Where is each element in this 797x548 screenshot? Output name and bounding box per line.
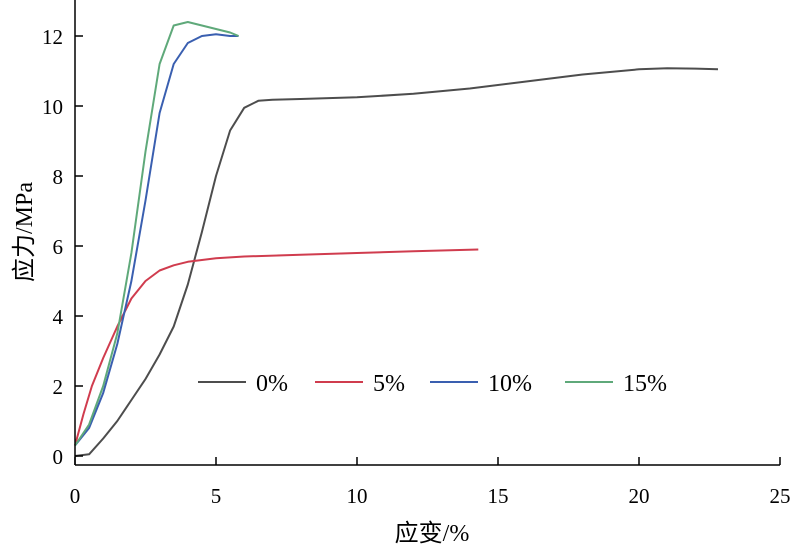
y-tick-label: 2 <box>53 375 64 399</box>
y-ticks: 0 2 4 6 8 10 12 <box>42 25 83 469</box>
y-tick-label: 4 <box>53 305 64 329</box>
y-tick-label: 12 <box>42 25 63 49</box>
legend: 0% 5% 10% 15% <box>198 371 667 397</box>
series-line-10pct <box>74 33 239 447</box>
x-tick-label: 10 <box>347 484 368 508</box>
plot-lines <box>74 21 719 457</box>
series-line-5pct <box>74 248 479 446</box>
series-line-15pct <box>74 21 239 447</box>
legend-label: 5% <box>373 371 405 397</box>
y-tick-label: 8 <box>53 165 64 189</box>
x-tick-label: 15 <box>488 484 509 508</box>
x-tick-label: 5 <box>211 484 222 508</box>
y-tick-label: 10 <box>42 95 63 119</box>
legend-label: 0% <box>256 371 288 397</box>
x-ticks: 0 5 10 15 20 25 <box>70 457 791 508</box>
x-tick-label: 20 <box>629 484 650 508</box>
legend-label: 15% <box>623 371 667 397</box>
x-axis-title: 应变/% <box>395 520 470 547</box>
y-tick-label: 6 <box>53 235 64 259</box>
y-tick-label: 0 <box>53 445 64 469</box>
x-tick-label: 25 <box>770 484 791 508</box>
series-line-0pct <box>74 67 719 457</box>
x-tick-label: 0 <box>70 484 81 508</box>
y-axis-title: 应力/MPa <box>11 182 38 282</box>
legend-label: 10% <box>488 371 532 397</box>
axes <box>74 0 780 466</box>
